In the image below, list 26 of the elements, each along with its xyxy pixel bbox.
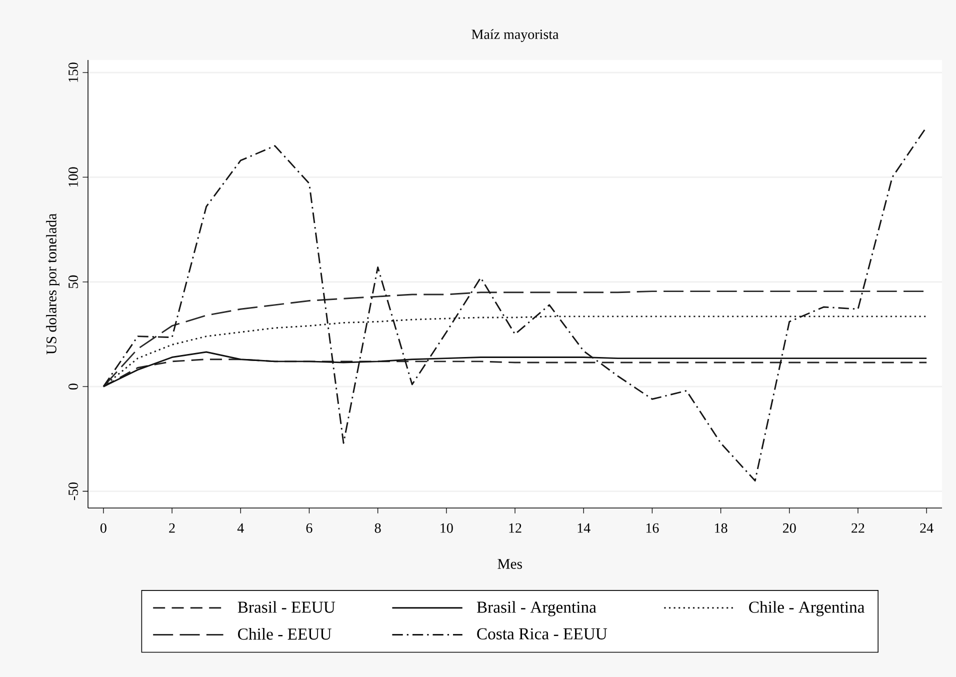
y-axis-title: US dolares por tonelada [46, 214, 60, 354]
legend-label: Costa Rica - EEUU [477, 628, 608, 640]
x-tick-label: 10 [440, 523, 453, 533]
y-tick-label: 150 [68, 62, 78, 82]
y-tick-label: -50 [68, 482, 78, 500]
x-tick-label: 20 [782, 523, 796, 533]
x-tick-label: 0 [100, 523, 106, 533]
x-tick-label: 4 [237, 523, 244, 533]
x-tick-label: 22 [852, 523, 864, 533]
x-tick-label: 6 [306, 523, 312, 533]
chart-title: Maíz mayorista [472, 29, 559, 42]
x-tick-label: 24 [920, 523, 934, 533]
x-axis-title: Mes [498, 559, 522, 569]
legend-label: Chile - EEUU [238, 628, 332, 640]
x-tick-label: 12 [509, 523, 522, 533]
y-tick-label: 100 [68, 167, 78, 186]
y-tick-label: 0 [68, 384, 78, 390]
y-tick-label: 50 [68, 275, 78, 288]
x-tick-label: 8 [374, 523, 381, 533]
x-tick-label: 14 [578, 523, 590, 533]
x-tick-label: 2 [169, 523, 175, 533]
legend-label: Brasil - EEUU [238, 601, 336, 613]
x-tick-label: 18 [715, 523, 728, 533]
legend-label: Brasil - Argentina [476, 601, 596, 616]
legend-label: Chile - Argentina [749, 601, 865, 616]
x-tick-label: 16 [646, 523, 659, 533]
